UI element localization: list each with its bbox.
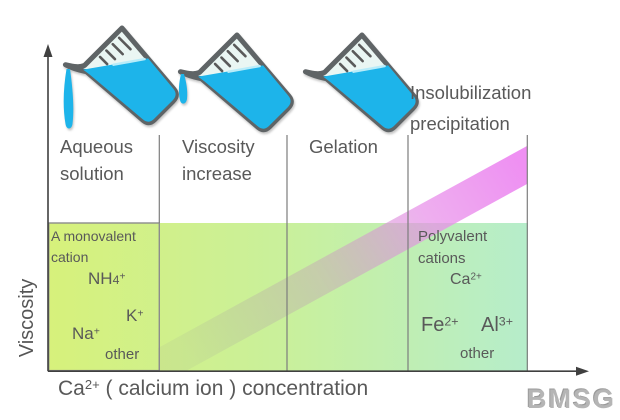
stage-label-viscosity-increase: Viscosity increase: [182, 136, 255, 184]
x-label-sup: 2+: [84, 377, 100, 393]
ion-label-k: K+: [126, 306, 144, 325]
y-axis-label: Viscosity: [16, 278, 38, 358]
zone4-header: Polyvalent cations: [418, 228, 488, 267]
ion-label-fe: Fe2+: [421, 314, 459, 336]
falling-drop-icon: [63, 69, 74, 129]
stage-label-insolubilization-precipitation: Insolubilization precipitation: [410, 82, 532, 134]
watermark-bmsg: BMSG: [527, 384, 616, 414]
zone-dividers: [158, 135, 528, 371]
zone1-other-label: other: [105, 346, 140, 363]
zone4-other-label: other: [460, 345, 495, 362]
small-drop-icon: [178, 74, 188, 104]
beaker-pouring-icon: [170, 10, 300, 145]
ion-label-nh4: NH4+: [88, 269, 126, 288]
x-axis-arrow-icon: [576, 366, 589, 376]
stage-label-gelation: Gelation: [309, 136, 378, 157]
y-axis-arrow-icon: [43, 44, 53, 57]
zone1-header: A monovalent cation: [51, 228, 136, 265]
axes: [43, 44, 589, 376]
precipitation-trend-band: [158, 146, 527, 371]
ion-label-na: Na+: [72, 324, 100, 343]
beaker-pouring-icon: [55, 3, 185, 138]
x-label-base: Ca: [58, 377, 85, 400]
x-axis-label: Ca2+ ( calcium ion ) concentration: [58, 377, 368, 401]
ion-label-ca: Ca2+: [450, 271, 482, 288]
x-label-rest: ( calcium ion ) concentration: [99, 377, 369, 400]
ion-label-al: Al3+: [481, 314, 513, 336]
stage-label-aqueous-solution: Aqueous solution: [60, 136, 134, 184]
beaker-tilted-icon: [295, 10, 425, 145]
